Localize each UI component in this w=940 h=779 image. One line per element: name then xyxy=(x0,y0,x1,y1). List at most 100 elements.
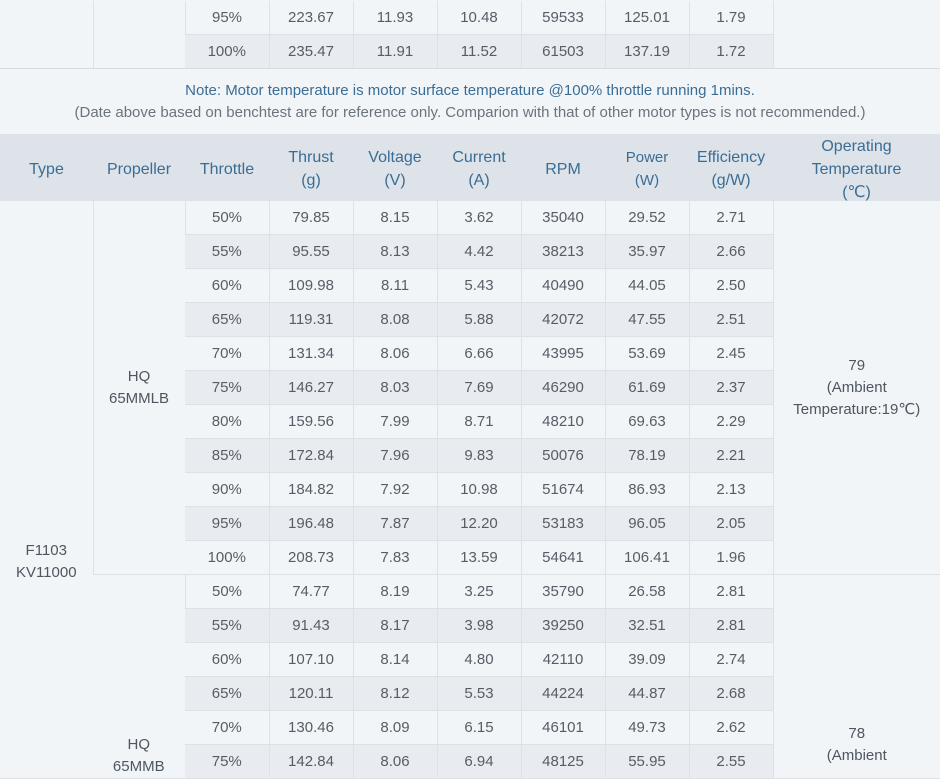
cell-thrust: 91.43 xyxy=(269,609,353,643)
cell-efficiency: 2.74 xyxy=(689,643,773,677)
cell-throttle: 70% xyxy=(185,711,269,745)
cell-current: 10.48 xyxy=(437,1,521,35)
cell-current: 12.20 xyxy=(437,507,521,541)
cell-rpm: 46290 xyxy=(521,371,605,405)
cell-voltage: 8.17 xyxy=(353,609,437,643)
cell-rpm: 54641 xyxy=(521,541,605,575)
cell-thrust: 208.73 xyxy=(269,541,353,575)
cell-efficiency: 1.72 xyxy=(689,35,773,69)
cell-thrust: 95.55 xyxy=(269,235,353,269)
cell-voltage: 8.06 xyxy=(353,745,437,779)
cell-efficiency: 2.50 xyxy=(689,269,773,303)
cell-rpm: 51674 xyxy=(521,473,605,507)
header-thrust: Thrust(g) xyxy=(269,134,353,204)
cell-efficiency: 2.62 xyxy=(689,711,773,745)
cell-thrust: 131.34 xyxy=(269,337,353,371)
cell-current: 3.62 xyxy=(437,201,521,235)
cell-throttle: 65% xyxy=(185,303,269,337)
header-voltage: Voltage(V) xyxy=(353,134,437,204)
cell-propeller xyxy=(93,1,185,69)
cell-efficiency: 2.55 xyxy=(689,745,773,779)
cell-rpm: 50076 xyxy=(521,439,605,473)
cell-power: 39.09 xyxy=(605,643,689,677)
cell-thrust: 235.47 xyxy=(269,35,353,69)
cell-voltage: 8.15 xyxy=(353,201,437,235)
cell-voltage: 8.08 xyxy=(353,303,437,337)
cell-throttle: 65% xyxy=(185,677,269,711)
cell-voltage: 7.92 xyxy=(353,473,437,507)
cell-voltage: 8.13 xyxy=(353,235,437,269)
cell-throttle: 95% xyxy=(185,1,269,35)
propeller-brand: HQ xyxy=(94,366,185,388)
cell-throttle: 55% xyxy=(185,609,269,643)
cell-thrust: 146.27 xyxy=(269,371,353,405)
cell-rpm: 39250 xyxy=(521,609,605,643)
cell-rpm: 35040 xyxy=(521,201,605,235)
cell-throttle: 95% xyxy=(185,507,269,541)
cell-thrust: 74.77 xyxy=(269,575,353,609)
cell-power: 86.93 xyxy=(605,473,689,507)
cell-throttle: 75% xyxy=(185,745,269,779)
cell-efficiency: 2.68 xyxy=(689,677,773,711)
cell-efficiency: 2.29 xyxy=(689,405,773,439)
cell-rpm: 42110 xyxy=(521,643,605,677)
cell-throttle: 60% xyxy=(185,269,269,303)
cell-efficiency: 2.81 xyxy=(689,609,773,643)
cell-power: 47.55 xyxy=(605,303,689,337)
cell-voltage: 8.19 xyxy=(353,575,437,609)
cell-rpm: 35790 xyxy=(521,575,605,609)
cell-throttle: 85% xyxy=(185,439,269,473)
cell-thrust: 196.48 xyxy=(269,507,353,541)
cell-power: 125.01 xyxy=(605,1,689,35)
header-power: Power(W) xyxy=(605,134,689,204)
cell-current: 3.98 xyxy=(437,609,521,643)
cell-throttle: 90% xyxy=(185,473,269,507)
temperature-value: 78 xyxy=(774,723,940,745)
cell-current: 6.66 xyxy=(437,337,521,371)
cell-power: 44.87 xyxy=(605,677,689,711)
cell-rpm: 48125 xyxy=(521,745,605,779)
cell-power: 29.52 xyxy=(605,201,689,235)
cell-efficiency: 2.21 xyxy=(689,439,773,473)
cell-thrust: 223.67 xyxy=(269,1,353,35)
table-header: Type Propeller Throttle Thrust(g) Voltag… xyxy=(0,134,940,204)
cell-temperature xyxy=(773,1,940,69)
propeller-model: 65MMB xyxy=(93,756,185,778)
cell-power: 32.51 xyxy=(605,609,689,643)
cell-efficiency: 2.81 xyxy=(689,575,773,609)
temperature-cell: 78(Ambient xyxy=(773,575,940,779)
cell-rpm: 40490 xyxy=(521,269,605,303)
cell-voltage: 8.14 xyxy=(353,643,437,677)
cell-rpm: 42072 xyxy=(521,303,605,337)
cell-power: 26.58 xyxy=(605,575,689,609)
cell-current: 8.71 xyxy=(437,405,521,439)
temperature-ambient: Temperature:19℃) xyxy=(774,399,940,421)
cell-current: 5.43 xyxy=(437,269,521,303)
cell-throttle: 80% xyxy=(185,405,269,439)
temperature-note: (Ambient xyxy=(774,377,940,399)
cell-power: 96.05 xyxy=(605,507,689,541)
cell-voltage: 7.87 xyxy=(353,507,437,541)
cell-current: 9.83 xyxy=(437,439,521,473)
cell-efficiency: 2.05 xyxy=(689,507,773,541)
cell-throttle: 100% xyxy=(185,35,269,69)
header-current: Current(A) xyxy=(437,134,521,204)
cell-voltage: 8.03 xyxy=(353,371,437,405)
motor-type-name: F1103 xyxy=(0,540,93,562)
cell-efficiency: 1.79 xyxy=(689,1,773,35)
cell-thrust: 120.11 xyxy=(269,677,353,711)
cell-current: 5.88 xyxy=(437,303,521,337)
cell-efficiency: 2.37 xyxy=(689,371,773,405)
header-throttle: Throttle xyxy=(185,134,269,204)
cell-power: 55.95 xyxy=(605,745,689,779)
cell-throttle: 60% xyxy=(185,643,269,677)
cell-power: 53.69 xyxy=(605,337,689,371)
cell-efficiency: 2.66 xyxy=(689,235,773,269)
cell-power: 106.41 xyxy=(605,541,689,575)
